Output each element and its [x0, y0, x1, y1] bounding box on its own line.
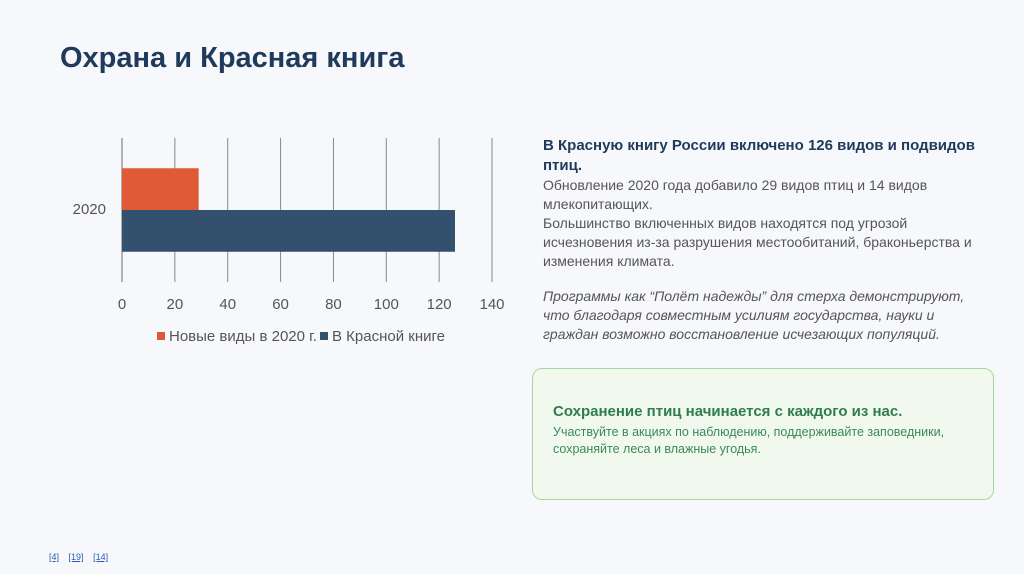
x-tick-label: 100: [374, 296, 399, 313]
bar: [122, 168, 199, 210]
info-block: В Красную книгу России включено 126 видо…: [543, 136, 993, 344]
footnote-link[interactable]: [19]: [68, 552, 84, 562]
legend-label: Новые виды в 2020 г.: [169, 328, 317, 345]
x-tick-label: 80: [325, 296, 342, 313]
chart: 0 20 40 60 80 100 120 140 2020 Новые виды в 2020 …: [73, 138, 505, 345]
y-tick-label: 2020: [73, 201, 106, 218]
x-tick-label: 0: [118, 296, 126, 313]
callout-title: Сохранение птиц начинается с каждого из …: [553, 403, 903, 420]
footnote-link[interactable]: [4]: [49, 552, 60, 562]
callout-text: Участвуйте в акциях по наблюдению, подде…: [553, 425, 945, 456]
footnotes: [4] [19] [14]: [49, 552, 115, 562]
x-tick-label: 60: [272, 296, 289, 313]
x-tick-label: 120: [427, 296, 452, 313]
x-tick-label: 20: [167, 296, 184, 313]
slide-title: Охрана и Красная книга: [60, 42, 405, 74]
x-tick-label: 40: [219, 296, 236, 313]
info-paragraph: Обновление 2020 года добавило 29 видов п…: [543, 177, 928, 212]
info-paragraph: Большинство включенных видов находятся п…: [543, 215, 972, 269]
footnote-link[interactable]: [14]: [93, 552, 109, 562]
info-heading: В Красную книгу России включено 126 видо…: [543, 137, 975, 174]
x-tick-label: 140: [479, 296, 504, 313]
legend-swatch: [157, 332, 165, 340]
callout-box: Сохранение птиц начинается с каждого из …: [532, 368, 994, 500]
bar: [122, 210, 455, 252]
legend-label: В Красной книге: [332, 328, 445, 345]
legend-swatch: [320, 332, 328, 340]
info-note: Программы как “Полёт надежды” для стерха…: [543, 288, 965, 342]
